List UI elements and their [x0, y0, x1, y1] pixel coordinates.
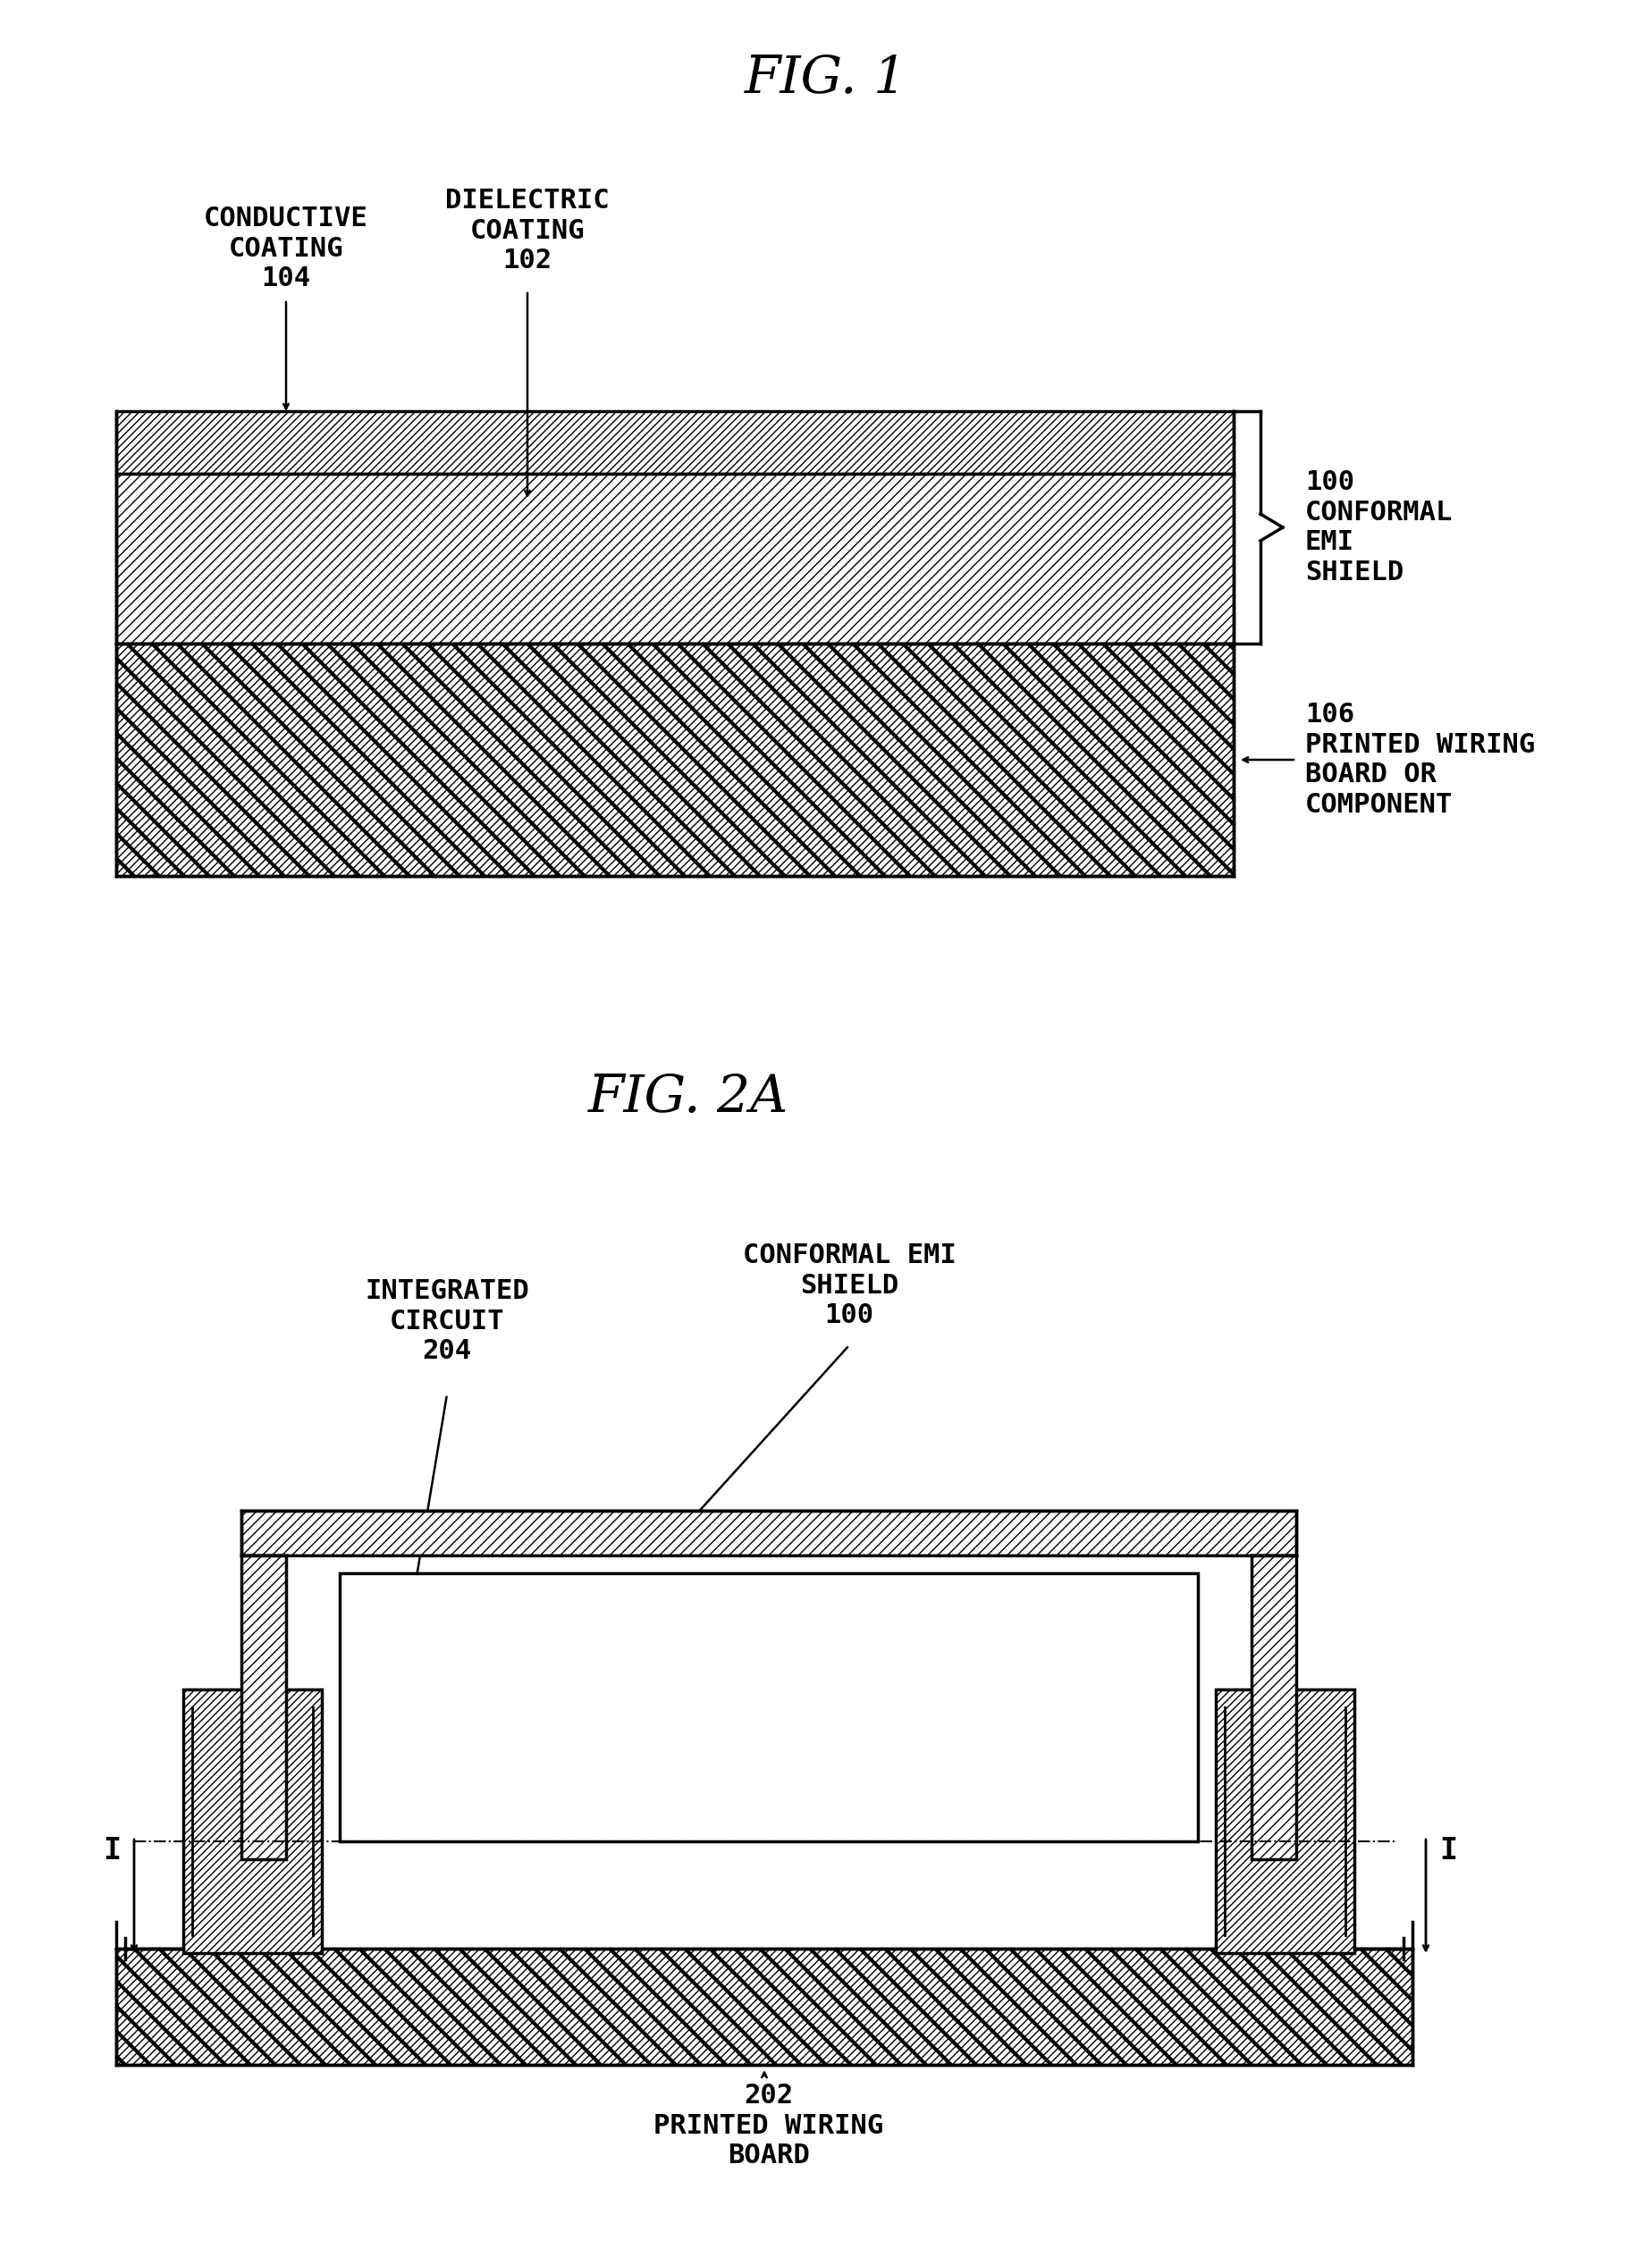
Bar [116, 474, 1234, 643]
Text: I: I [1439, 1835, 1457, 1864]
Bar [1216, 1690, 1355, 1952]
Text: CONDUCTIVE
COATING
104: CONDUCTIVE COATING 104 [203, 205, 368, 291]
Bar [241, 1555, 286, 1860]
Text: 100
CONFORMAL
EMI
SHIELD: 100 CONFORMAL EMI SHIELD [1305, 469, 1454, 585]
Text: 106
PRINTED WIRING
BOARD OR
COMPONENT: 106 PRINTED WIRING BOARD OR COMPONENT [1305, 702, 1535, 817]
Bar [183, 1690, 322, 1952]
Bar [340, 1573, 1198, 1842]
Text: INTEGRATED
CIRCUIT
204: INTEGRATED CIRCUIT 204 [365, 1277, 529, 1363]
Bar [116, 411, 1234, 474]
Text: FIG. 2A: FIG. 2A [588, 1072, 788, 1124]
Bar [116, 643, 1234, 876]
Bar [1252, 1555, 1297, 1860]
Text: CONFORMAL EMI
SHIELD
100: CONFORMAL EMI SHIELD 100 [742, 1241, 957, 1329]
Text: I: I [102, 1835, 121, 1864]
Bar [116, 1948, 1412, 2065]
Text: FIG. 1: FIG. 1 [745, 54, 907, 104]
Text: DIELECTRIC
COATING
102: DIELECTRIC COATING 102 [446, 187, 610, 273]
Bar [241, 1510, 1297, 1555]
Text: 202
PRINTED WIRING
BOARD: 202 PRINTED WIRING BOARD [654, 2083, 884, 2169]
